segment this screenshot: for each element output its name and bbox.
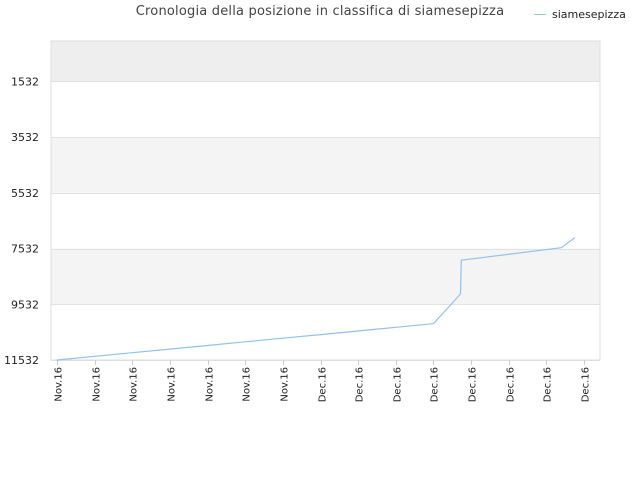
x-tick-label: Dec.16 <box>318 367 329 402</box>
series-line-siamesepizza[interactable] <box>56 237 576 361</box>
legend[interactable]: siamesepizza <box>534 8 626 21</box>
x-tick-label: Nov.16 <box>54 367 65 402</box>
x-axis: Nov.16 Nov.16 Nov.16 Nov.16 Nov.16 Nov.16 Nov.… <box>54 360 592 402</box>
plot-bands <box>51 41 600 360</box>
plot-band <box>51 248 600 305</box>
x-tick-label: Dec.16 <box>581 367 592 402</box>
series-layer <box>56 237 576 361</box>
y-axis: 1532 3532 5532 7532 9532 11532 <box>4 75 39 367</box>
x-tick-label: Dec.16 <box>506 367 517 402</box>
x-tick-label: Nov.16 <box>280 367 291 402</box>
x-tick-label: Dec.16 <box>468 367 479 402</box>
chart-title: Cronologia della posizione in classifica… <box>135 4 505 19</box>
legend-label-siamesepizza: siamesepizza <box>552 8 626 21</box>
x-tick-label: Nov.16 <box>92 367 103 402</box>
plot-band <box>51 81 600 138</box>
x-tick-label: Nov.16 <box>242 367 253 402</box>
y-tick-label: 3532 <box>11 131 39 144</box>
y-tick-label: 1532 <box>11 75 39 88</box>
plot-band <box>51 41 600 82</box>
x-tick-label: Dec.16 <box>430 367 441 402</box>
x-tick-label: Dec.16 <box>393 367 404 402</box>
legend-swatch <box>534 14 546 15</box>
x-tick-label: Nov.16 <box>129 367 140 402</box>
y-tick-label: 7532 <box>11 243 39 256</box>
y-tick-label: 11532 <box>4 354 39 367</box>
x-tick-label: Dec.16 <box>355 367 366 402</box>
x-tick-label: Dec.16 <box>543 367 554 402</box>
x-tick-label: Nov.16 <box>167 367 178 402</box>
y-tick-label: 5532 <box>11 187 39 200</box>
plot-band <box>51 304 600 360</box>
y-tick-label: 9532 <box>11 298 39 311</box>
x-tick-label: Nov.16 <box>205 367 216 402</box>
plot-frame <box>50 40 601 361</box>
plot-band <box>51 192 600 249</box>
plot-band <box>51 137 600 193</box>
